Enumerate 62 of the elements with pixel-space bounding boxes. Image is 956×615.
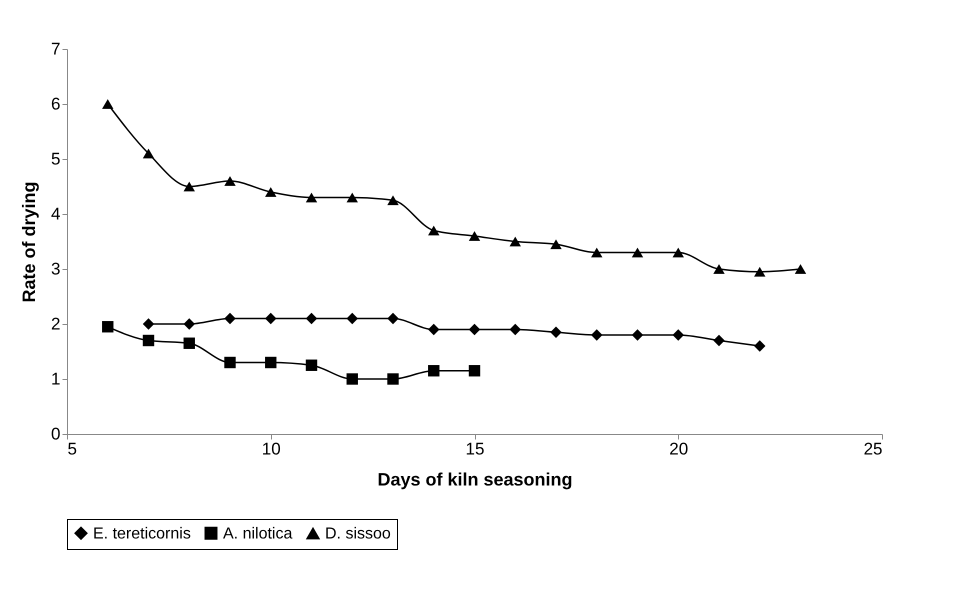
point [387,373,399,385]
point [265,312,276,324]
point [632,248,644,258]
point [306,360,318,371]
point [713,334,725,346]
point [142,334,154,346]
x-tick-label: 20 [669,440,688,458]
point [184,318,195,330]
point [754,340,766,352]
point [468,231,480,241]
point [224,176,236,186]
point [102,99,114,109]
point [346,312,358,324]
point [591,329,602,341]
point [428,324,440,336]
point [468,324,480,336]
y-tick-label: 5 [51,150,60,168]
point [142,318,154,330]
point [550,326,562,338]
point [224,312,236,324]
point [265,356,276,368]
y-tick-label: 3 [51,260,60,278]
point [632,329,644,341]
x-tick-label: 15 [466,440,484,458]
legend-label: D. sissoo [325,526,391,543]
point [346,192,358,202]
point [306,192,318,202]
point [387,195,399,206]
point [468,365,480,376]
point [510,236,521,246]
point [142,148,154,158]
y-tick-label: 2 [51,314,60,334]
point [672,248,684,258]
point [346,373,358,385]
point [510,324,521,336]
legend-label: A. nilotica [223,525,292,542]
point [224,356,236,368]
x-tick-label: 5 [68,440,77,458]
x-axis-title: Days of kiln seasoning [377,470,573,490]
y-axis-title: Rate of drying [19,181,40,303]
legend-label: E. tereticornis [93,525,191,542]
y-tick-label: 7 [51,40,60,58]
point [184,182,195,192]
point [102,321,114,332]
y-tick-label: 4 [51,204,60,224]
point [428,226,440,236]
point [387,312,399,324]
point [265,187,276,197]
point [428,365,440,376]
y-tick-label: 6 [51,94,60,114]
point [713,264,725,274]
y-tick-label: 1 [51,370,60,388]
point [591,248,602,258]
point [672,329,684,341]
point [794,264,806,274]
y-tick-label: 0 [51,424,60,444]
point [754,266,766,277]
point [550,239,562,250]
point [184,338,195,349]
x-tick-label: 25 [864,440,882,458]
point [306,312,318,324]
x-tick-label: 10 [262,440,281,458]
